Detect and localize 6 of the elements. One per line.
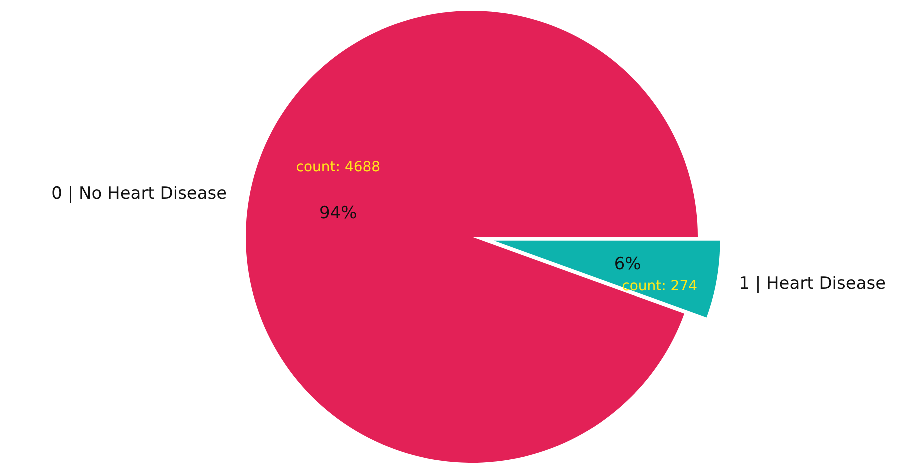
data-label: count: 4688 — [296, 160, 381, 176]
text: 6% — [614, 254, 642, 274]
slice-label: 1 | Heart Disease — [739, 274, 886, 294]
text: 94% — [320, 204, 358, 224]
slice-label: 0 | No Heart Disease — [52, 184, 228, 204]
data-label: count: 274 — [622, 278, 698, 294]
